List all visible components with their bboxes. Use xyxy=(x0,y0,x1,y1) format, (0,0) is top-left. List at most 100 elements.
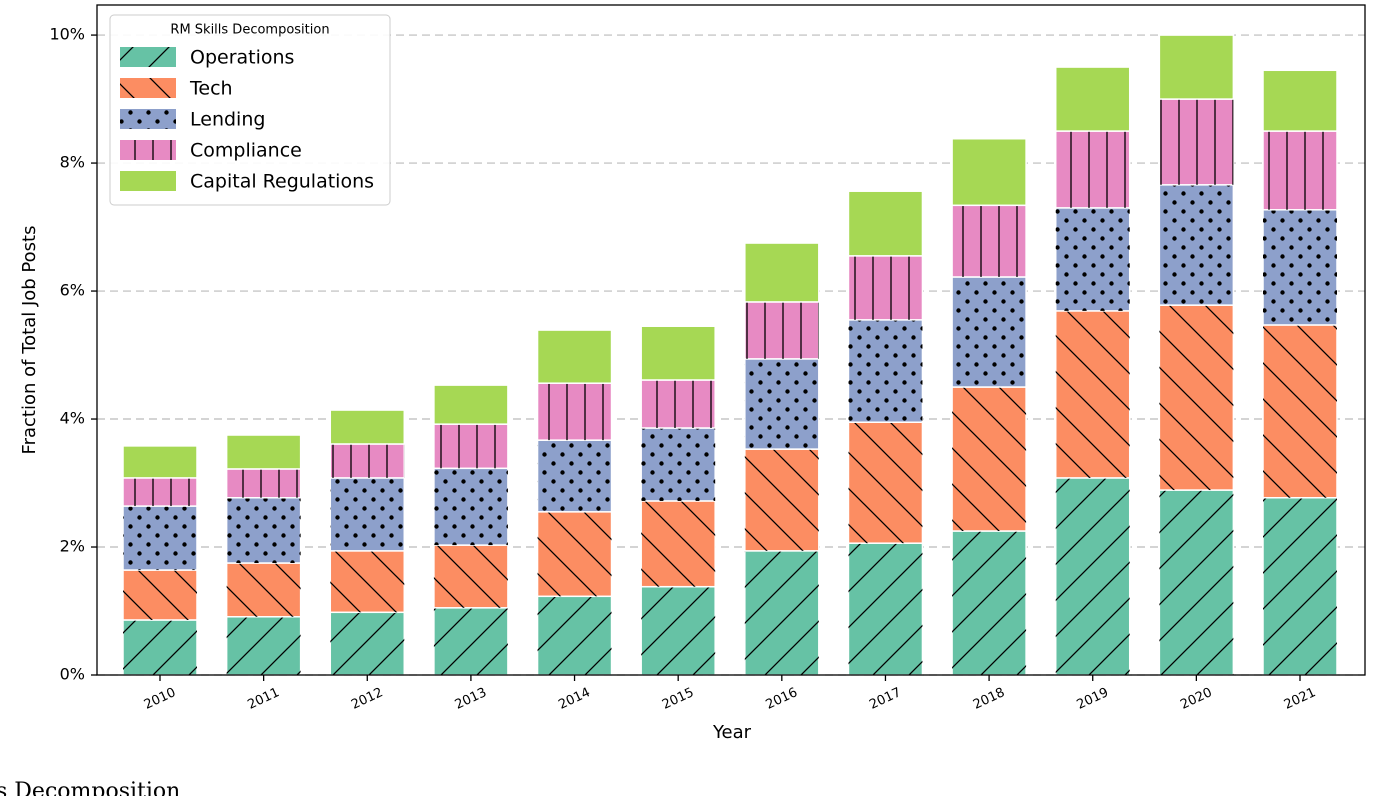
bar-segment xyxy=(536,439,613,513)
bar-hatch xyxy=(123,506,197,571)
legend-item: Lending xyxy=(120,109,265,131)
bar-hatch xyxy=(537,596,612,675)
bar-segment xyxy=(640,427,716,502)
bar-fill xyxy=(951,137,1027,207)
bar-hatch xyxy=(848,543,923,675)
y-tick-label: 8% xyxy=(60,153,85,172)
bar-hatch xyxy=(1159,490,1234,675)
bar-hatch xyxy=(433,424,508,469)
bar-segment xyxy=(122,505,198,571)
bar-segment xyxy=(951,204,1027,278)
bar-segment xyxy=(329,550,406,614)
bar-hatch xyxy=(537,440,612,512)
bar-segment xyxy=(847,542,924,676)
bar-segment xyxy=(329,443,406,479)
bar-hatch xyxy=(433,607,508,675)
bar-segment xyxy=(847,190,924,257)
legend-item: Capital Regulations xyxy=(120,171,374,193)
bar-fill xyxy=(1262,69,1338,132)
bar-segment xyxy=(536,595,613,676)
bar-fill xyxy=(640,325,716,381)
bar-segment xyxy=(1158,489,1235,676)
legend-item: Operations xyxy=(120,47,294,69)
x-tick-label: 2011 xyxy=(245,685,281,713)
bar-segment xyxy=(122,445,198,479)
legend-swatch-hatch xyxy=(120,140,176,160)
bar-hatch xyxy=(1055,131,1130,208)
bar-hatch xyxy=(537,511,612,597)
y-tick-label: 4% xyxy=(60,409,85,428)
bar-hatch xyxy=(641,379,716,428)
legend-title: RM Skills Decomposition xyxy=(170,23,329,38)
bar-segment xyxy=(1158,184,1235,306)
x-tick-label: 2021 xyxy=(1282,685,1318,713)
y-tick-label: 2% xyxy=(60,537,85,556)
bar-hatch xyxy=(433,545,508,608)
bar-hatch xyxy=(641,586,716,675)
caption: s Decomposition xyxy=(0,779,180,796)
bar-fill xyxy=(225,434,302,470)
legend: RM Skills Decomposition Operations Tech Len… xyxy=(109,14,391,206)
bar-hatch xyxy=(226,563,301,617)
x-tick-label: 2016 xyxy=(764,685,800,713)
x-tick-label: 2013 xyxy=(453,685,489,713)
bar-hatch xyxy=(952,276,1027,388)
bar-segment xyxy=(1262,209,1338,326)
bar-hatch xyxy=(123,570,197,620)
bar-hatch xyxy=(744,358,819,450)
bar-hatch xyxy=(1263,497,1337,675)
bar-segment xyxy=(640,500,716,588)
plot-frame xyxy=(96,4,1366,676)
bar-segment xyxy=(951,137,1027,207)
y-tick-label: 10% xyxy=(49,25,85,44)
x-tick-label: 2018 xyxy=(971,685,1007,713)
bar-segment xyxy=(536,511,613,598)
bar-segment xyxy=(1158,98,1235,186)
legend-label: Capital Regulations xyxy=(190,171,374,193)
bar-segment xyxy=(225,496,302,564)
bar-segment xyxy=(640,325,716,381)
bar-hatch xyxy=(330,550,405,613)
bar-segment xyxy=(744,358,820,450)
bar-segment xyxy=(744,301,820,360)
bar-fill xyxy=(1054,66,1131,132)
bar-segment xyxy=(536,382,613,441)
bar-segment xyxy=(433,544,509,609)
bar-segment xyxy=(329,409,406,445)
bar-hatch xyxy=(848,422,923,544)
bar-fill xyxy=(536,329,613,384)
bar-fill xyxy=(433,384,509,425)
bar-segment xyxy=(225,434,302,470)
bar-hatch xyxy=(226,497,301,564)
bar-segment xyxy=(951,386,1027,532)
legend-label: Tech xyxy=(189,78,233,100)
bar-fill xyxy=(122,445,198,479)
bar-segment xyxy=(1054,66,1131,132)
bar-hatch xyxy=(330,443,405,478)
bar-hatch xyxy=(952,531,1027,675)
bar-hatch xyxy=(433,468,508,546)
bar-segment xyxy=(951,276,1027,388)
bar-hatch xyxy=(1055,477,1130,675)
bar-hatch xyxy=(1055,310,1130,478)
bar-hatch xyxy=(226,616,301,675)
y-tick-label: 0% xyxy=(60,665,85,684)
bar-hatch xyxy=(952,387,1027,532)
x-tick-label: 2017 xyxy=(867,685,903,713)
bar-segment xyxy=(1262,496,1338,676)
x-tick-label: 2015 xyxy=(660,685,696,713)
legend-label: Lending xyxy=(190,109,265,131)
bar-hatch xyxy=(537,383,612,441)
legend-item: Compliance xyxy=(120,140,302,162)
bar-segment xyxy=(433,607,509,676)
bar-segment xyxy=(225,468,302,499)
bar-hatch xyxy=(330,477,405,551)
bar-segment xyxy=(329,477,406,552)
x-tick-label: 2020 xyxy=(1178,685,1214,713)
x-tick-label: 2019 xyxy=(1075,685,1111,713)
y-tick-label: 6% xyxy=(60,281,85,300)
bar-fill xyxy=(329,409,406,445)
bar-segment xyxy=(329,611,406,676)
